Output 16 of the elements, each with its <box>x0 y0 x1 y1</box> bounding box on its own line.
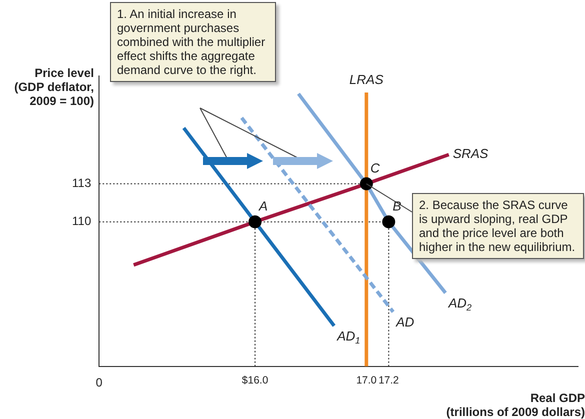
annotation: B <box>392 198 402 214</box>
x-tick-label: 17.0 <box>356 374 377 387</box>
series-label: SRAS <box>452 146 489 162</box>
annotation: 1. An initial increase in government purchases combined with the multiplier effect shifts the aggregate demand curve to the right. <box>110 2 276 82</box>
series-label: AD <box>395 314 414 330</box>
x-tick-label: 17.2 <box>378 374 400 387</box>
text: 0 <box>96 376 103 390</box>
annotation: A <box>258 198 268 214</box>
y-tick-label: 113 <box>72 176 92 190</box>
x-tick-label: $16.0 <box>242 374 268 387</box>
x-axis-title: Real GDP (trillions of 2009 dollars) <box>446 391 585 419</box>
y-axis-title: Price level (GDP deflator, 2009 = 100) <box>13 66 94 108</box>
annotation: C <box>370 160 380 176</box>
annotation: 2. Because the SRAS curve is upward sloping, real GDP and the price level are both higher in the new equilibrium. <box>412 193 584 259</box>
series-label: LRAS <box>349 72 384 88</box>
y-tick-label: 110 <box>72 214 92 228</box>
